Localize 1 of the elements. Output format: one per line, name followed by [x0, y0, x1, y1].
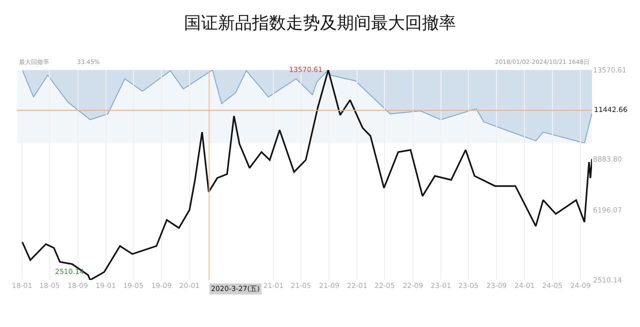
chart-title: 国证新品指数走势及期间最大回撤率 [184, 13, 456, 34]
